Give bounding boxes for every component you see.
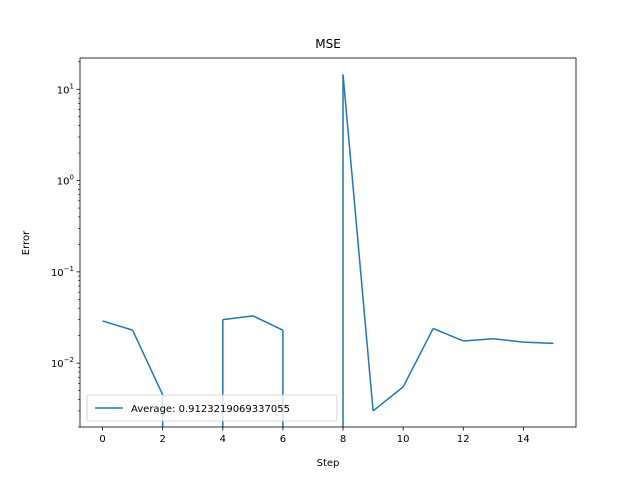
- legend-entry: Average: 0.9123219069337055: [131, 404, 290, 415]
- series-line-segment: [493, 338, 524, 343]
- y-tick-label: 100: [57, 174, 74, 188]
- x-tick-label: 14: [517, 434, 530, 445]
- y-tick-label: 101: [57, 82, 74, 96]
- y-tick-label: 10−1: [51, 265, 74, 279]
- y-axis-label: Error: [21, 230, 32, 255]
- x-tick-label: 2: [159, 434, 165, 445]
- x-tick-label: 0: [99, 434, 105, 445]
- x-tick-label: 8: [340, 434, 346, 445]
- series-line-segment: [342, 74, 374, 411]
- plot-frame: [79, 57, 577, 428]
- x-tick-label: 12: [457, 434, 470, 445]
- legend: Average: 0.9123219069337055: [86, 394, 338, 422]
- series-line-segment: [252, 315, 284, 331]
- y-tick-label: 10−2: [51, 356, 74, 370]
- series-line-segment: [372, 386, 404, 412]
- x-tick-label: 10: [397, 434, 410, 445]
- chart-title: MSE: [315, 37, 341, 51]
- legend-box: [86, 394, 338, 422]
- x-axis-label: Step: [317, 458, 340, 469]
- series-line-segment: [432, 327, 464, 342]
- x-tick-label: 4: [220, 434, 226, 445]
- ticks-layer: 0 2 4 6 8 10 12 14 10−2 10−1 100 101: [51, 61, 530, 445]
- x-tick-label: 6: [280, 434, 286, 445]
- series-line-segment: [402, 328, 434, 388]
- series-line-segment: [523, 341, 554, 345]
- series-line-segment: [131, 329, 164, 396]
- series-line-segment: [102, 320, 133, 331]
- series-line-segment: [463, 338, 494, 342]
- series-line-segment: [222, 315, 253, 321]
- plot-area: [102, 74, 554, 427]
